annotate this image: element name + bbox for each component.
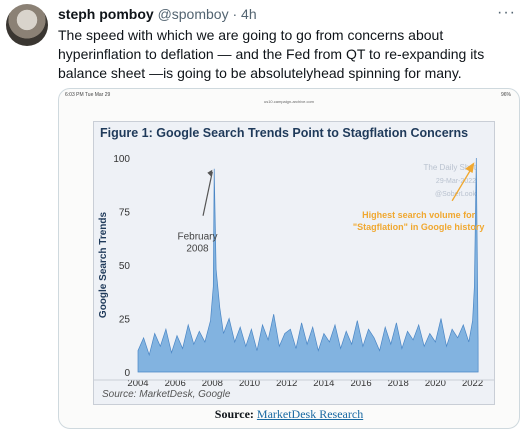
ellipsis-icon[interactable]: ··· xyxy=(497,4,516,21)
search-trend-area xyxy=(137,157,479,373)
y-tick-label: 0 xyxy=(124,368,130,379)
annotation-text: Highest search volume for xyxy=(362,210,476,220)
tweet-text: The speed with which we are going to go … xyxy=(58,27,485,81)
x-tick-label: 2014 xyxy=(313,378,334,389)
annotation-arrowhead xyxy=(207,169,213,177)
annotation-arrowhead xyxy=(465,162,475,173)
y-tick-label: 100 xyxy=(113,154,130,165)
x-tick-label: 2008 xyxy=(202,378,223,389)
y-tick-label: 25 xyxy=(119,315,131,326)
y-tick-label: 75 xyxy=(119,208,131,219)
annotation-arrow xyxy=(451,166,474,202)
annotation-text: "Stagflation" in Google history xyxy=(353,222,485,232)
x-tick-label: 2004 xyxy=(127,378,148,389)
source-link[interactable]: MarketDesk Research xyxy=(256,407,364,421)
y-axis-label: Google Search Trends xyxy=(98,211,109,318)
y-tick-label: 50 xyxy=(119,261,131,272)
separator: · xyxy=(232,6,238,22)
x-tick-label: 2018 xyxy=(388,378,409,389)
avatar[interactable] xyxy=(6,4,48,46)
source-line: Source: MarketDesk Research xyxy=(59,407,519,422)
tweet-media[interactable]: 6:03 PM Tue Mar 29 us10.campaign-archive… xyxy=(58,88,520,429)
x-tick-label: 2016 xyxy=(350,378,371,389)
x-tick-label: 2006 xyxy=(165,378,186,389)
x-tick-label: 2010 xyxy=(239,378,260,389)
annotation-text: February xyxy=(177,231,217,242)
screenshot-status-bar: 6:03 PM Tue Mar 29 us10.campaign-archive… xyxy=(59,89,519,104)
battery-indicator: 96% xyxy=(500,92,511,98)
annotation-text: 2008 xyxy=(186,243,209,254)
watermark-text: 29-Mar-2022 xyxy=(436,178,476,185)
chart-title: Figure 1: Google Search Trends Point to … xyxy=(100,126,469,140)
status-url: us10.campaign-archive.com xyxy=(263,99,315,104)
author-name[interactable]: steph pomboy xyxy=(58,6,154,22)
annotation-arrow xyxy=(202,171,213,216)
author-handle[interactable]: @spomboy xyxy=(157,6,229,22)
x-tick-label: 2020 xyxy=(425,378,446,389)
x-tick-label: 2022 xyxy=(462,378,483,389)
x-tick-label: 2012 xyxy=(276,378,297,389)
status-time: 6:03 PM Tue Mar 29 xyxy=(65,92,111,98)
chart-figure: The Daily Shot29-Mar-2022@SoberLook02550… xyxy=(93,121,495,405)
chart-svg: The Daily Shot29-Mar-2022@SoberLook02550… xyxy=(94,154,494,400)
source-label: Source: xyxy=(214,407,254,421)
watermark-text: The Daily Shot xyxy=(424,163,477,172)
timestamp[interactable]: 4h xyxy=(241,6,257,22)
chart-source-note: Source: MarketDesk, Google xyxy=(102,389,231,400)
tweet-header: steph pomboy @spomboy · 4h xyxy=(58,6,257,22)
